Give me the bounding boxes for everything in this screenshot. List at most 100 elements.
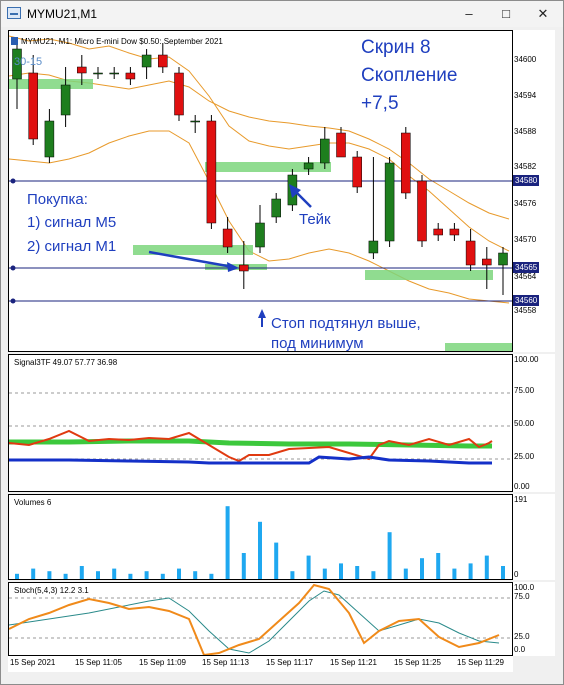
volume-bar — [112, 568, 117, 579]
zone-entry — [133, 245, 253, 255]
signal-green-line — [9, 438, 492, 449]
volume-bar — [193, 571, 198, 579]
volume-bars — [15, 506, 505, 579]
signal-tick: 100.00 — [514, 355, 539, 364]
volume-bar — [371, 571, 376, 579]
lower-band — [9, 130, 510, 304]
candle-bull — [190, 120, 200, 123]
level-marker-34560 — [10, 298, 16, 304]
volume-bar — [339, 563, 343, 579]
volume-bar — [209, 573, 214, 579]
candle-bear — [239, 264, 249, 272]
candle-bear — [28, 72, 38, 140]
signal-chart — [9, 392, 512, 465]
candle-bear — [352, 156, 362, 188]
volume-bar — [436, 553, 441, 579]
signal-tick: 0.00 — [514, 482, 530, 491]
time-tick: 15 Sep 11:17 — [266, 658, 314, 667]
candle-bull — [271, 198, 281, 218]
time-tick: 15 Sep 11:29 — [457, 658, 505, 667]
stoch-tick: 0.0 — [514, 645, 526, 654]
zone-mid — [205, 162, 331, 172]
candle-bear — [433, 228, 443, 236]
signal-tick: 25.00 — [514, 452, 535, 461]
level-marker-34565 — [10, 265, 16, 271]
stoch-main-line — [9, 583, 500, 655]
volume-bar — [241, 553, 246, 579]
title-bar[interactable]: MYMU21,M1 – □ ✕ — [1, 1, 563, 27]
main-chart-panel[interactable]: MYMU21, M1: Micro E-mini Dow $0.50: Sept… — [8, 30, 513, 352]
candle-bull — [303, 162, 314, 170]
signal-panel[interactable]: Signal3TF 49.07 57.77 36.98 — [8, 354, 513, 492]
volume-tick: 0 — [514, 570, 519, 579]
volume-bar — [79, 566, 84, 579]
signal-red-line — [9, 429, 493, 463]
maximize-icon[interactable]: □ — [502, 6, 510, 21]
volume-bar — [322, 568, 327, 579]
candle-bull — [255, 222, 265, 248]
stoch-tick: 25.0 — [514, 632, 530, 641]
volume-bar — [484, 555, 489, 579]
close-icon[interactable]: ✕ — [537, 6, 549, 21]
candles-group — [12, 37, 508, 295]
volume-bar — [258, 521, 262, 579]
time-tick: 15 Sep 2021 — [10, 658, 56, 667]
time-tick: 15 Sep 11:09 — [139, 658, 187, 667]
note-signal-m1: 2) сигнал M1 — [27, 238, 117, 255]
volume-bar — [31, 568, 36, 579]
candle-bull — [368, 240, 379, 254]
candle-bull — [60, 84, 71, 116]
time-tick: 15 Sep 11:21 — [330, 658, 378, 667]
note-cluster: Скопление — [361, 65, 458, 86]
volume-bar — [160, 573, 165, 579]
candle-bear — [222, 228, 233, 248]
stoch-chart — [9, 583, 512, 655]
signal-axis: 100.00 75.00 50.00 25.00 0.00 — [513, 354, 555, 492]
volume-bar — [144, 571, 149, 579]
price-tick: 34588 — [514, 127, 537, 136]
chart-marker-icon — [11, 37, 18, 45]
note-stop-1: Стоп подтянул выше, — [271, 315, 421, 332]
candle-bull — [44, 120, 55, 158]
price-tick: 34594 — [514, 91, 537, 100]
price-tick: 34582 — [514, 162, 537, 171]
volume-bar — [274, 542, 279, 579]
signal-blue-line — [9, 455, 492, 465]
main-chart-header: MYMU21, M1: Micro E-mini Dow $0.50: Sept… — [21, 37, 223, 46]
volume-bar — [468, 563, 473, 579]
note-result: +7,5 — [361, 93, 399, 114]
level-marker-34580 — [10, 178, 16, 184]
stoch-panel[interactable]: Stoch(5,4,3) 12.2 3.1 — [8, 582, 513, 656]
price-label-upper: 34580 — [513, 175, 540, 186]
price-axis[interactable]: 34600 34594 34588 34582 34580 34576 3457… — [513, 30, 555, 352]
price-tick: 34570 — [514, 235, 537, 244]
volume-bar — [403, 568, 408, 579]
stoch-signal-line — [9, 590, 500, 654]
candle-bull — [12, 48, 22, 80]
volume-panel[interactable]: Volumes 6 — [8, 494, 513, 580]
minimize-icon[interactable]: – — [465, 6, 473, 21]
price-tick: 34576 — [514, 199, 537, 208]
volume-bar — [452, 568, 457, 579]
stoch-tick: 100.0 — [514, 583, 535, 592]
arrow-take-head — [289, 184, 301, 198]
candle-bear — [401, 132, 411, 194]
note-signal-m5: 1) сигнал M5 — [27, 214, 117, 231]
candle-bull — [384, 162, 395, 242]
candlestick-chart — [9, 35, 512, 351]
candle-bear — [206, 120, 217, 224]
candle-bull — [109, 72, 119, 75]
zone-top-left — [9, 79, 93, 89]
chart-window-icon — [7, 7, 21, 19]
note-buy-title: Покупка: — [27, 191, 88, 208]
candle-bull — [320, 138, 330, 164]
price-tick: 34564 — [514, 272, 537, 281]
price-label-stop: 34560 — [513, 295, 540, 306]
time-tick: 15 Sep 11:05 — [75, 658, 123, 667]
volume-bar — [387, 532, 392, 579]
candle-bull — [498, 252, 508, 266]
time-axis[interactable]: 15 Sep 2021 15 Sep 11:05 15 Sep 11:09 15… — [8, 656, 513, 672]
signal-tick: 50.00 — [514, 419, 535, 428]
volume-panel-title: Volumes 6 — [14, 498, 52, 507]
arrow-signal-m1 — [148, 250, 234, 269]
